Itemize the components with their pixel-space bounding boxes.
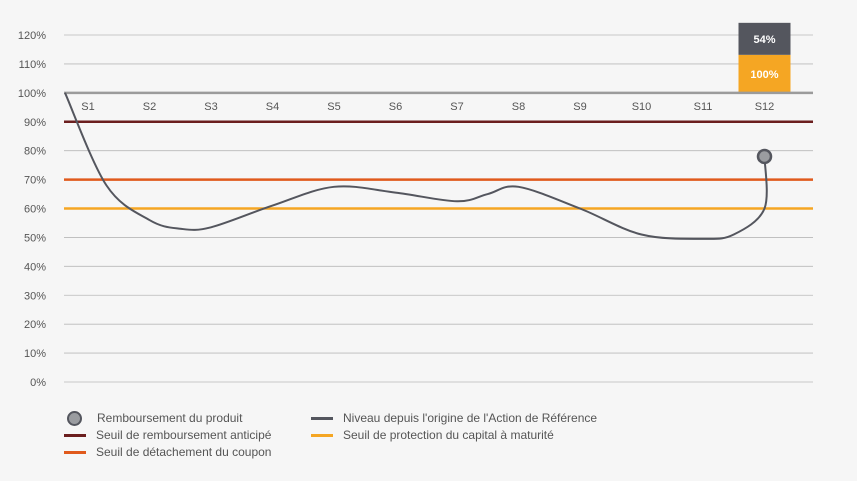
y-tick-label: 120% — [18, 30, 46, 42]
x-tick-label: S7 — [450, 101, 463, 113]
y-tick-label: 20% — [24, 319, 46, 331]
y-tick-label: 110% — [19, 59, 47, 71]
y-tick-label: 30% — [24, 290, 46, 302]
autocall-line-icon — [64, 433, 86, 437]
legend-label-level: Niveau depuis l'origine de l'Action de R… — [343, 411, 598, 425]
legend-item-coupon: Seuil de détachement du coupon — [64, 444, 271, 460]
legend-label-coupon: Seuil de détachement du coupon — [96, 445, 272, 459]
y-tick-label: 90% — [24, 117, 46, 129]
legend-label-protection: Seuil de protection du capital à maturit… — [343, 428, 554, 442]
legend: Remboursement du produit Niveau depuis l… — [0, 404, 857, 474]
x-tick-label: S8 — [512, 101, 525, 113]
legend-item-autocall: Seuil de remboursement anticipé — [64, 427, 271, 443]
x-tick-label: S2 — [143, 101, 156, 113]
x-tick-label: S1 — [81, 101, 94, 113]
x-tick-label: S3 — [204, 101, 217, 113]
x-tick-label: S10 — [632, 101, 652, 113]
legend-label-redemption: Remboursement du produit — [97, 411, 243, 425]
bar-segment-54pct — [738, 22, 791, 55]
x-tick-label: S4 — [266, 101, 279, 113]
y-tick-label: 50% — [24, 232, 46, 244]
redemption-marker-icon — [67, 410, 82, 426]
legend-item-protection: Seuil de protection du capital à maturit… — [311, 427, 554, 443]
bar-segment-label: 54% — [753, 34, 775, 46]
redemption-point — [756, 148, 773, 165]
y-tick-label: 70% — [24, 175, 46, 187]
bar-segment-100pct — [738, 54, 791, 93]
chart-svg: 0% 10% 20% 30% 40% 50% 60% 70% 80% 90% 100% 110% 120… — [18, 22, 813, 389]
level-line-icon — [311, 416, 333, 420]
legend-item-redemption: Remboursement du produit — [64, 410, 242, 426]
series-line-level — [64, 92, 768, 240]
y-tick-label: 100% — [18, 88, 46, 100]
x-tick-label: S6 — [389, 101, 402, 113]
x-tick-label: S9 — [573, 101, 586, 113]
bar-segment-label: 100% — [750, 69, 778, 81]
x-tick-label: S11 — [694, 101, 713, 113]
protection-line-icon — [311, 433, 333, 437]
y-tick-label: 10% — [24, 348, 46, 360]
x-tick-label: S5 — [327, 101, 340, 113]
coupon-line-icon — [64, 450, 86, 454]
legend-item-level: Niveau depuis l'origine de l'Action de R… — [311, 410, 597, 426]
y-tick-label: 60% — [24, 204, 46, 216]
y-tick-label: 40% — [24, 261, 46, 273]
y-tick-label: 80% — [24, 146, 46, 158]
y-tick-label: 0% — [30, 377, 46, 389]
x-tick-label: S12 — [755, 101, 775, 113]
legend-label-autocall: Seuil de remboursement anticipé — [96, 428, 272, 442]
